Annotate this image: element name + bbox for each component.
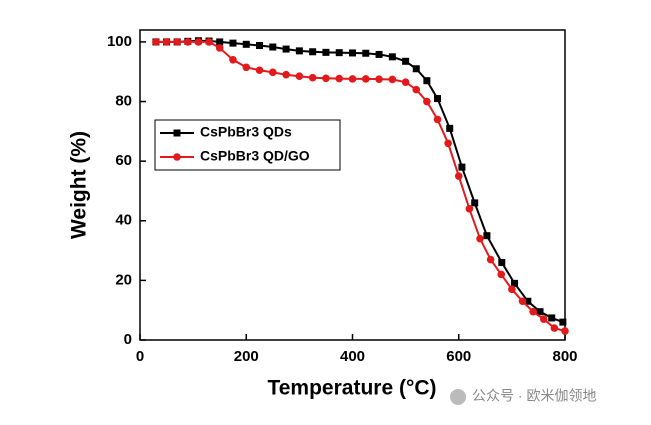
data-point bbox=[434, 95, 441, 103]
y-tick-label: 60 bbox=[115, 152, 132, 169]
data-point bbox=[229, 39, 237, 47]
data-point bbox=[362, 49, 370, 57]
data-point bbox=[559, 318, 567, 326]
data-point bbox=[152, 38, 160, 46]
legend-label: CsPbBr3 QDs bbox=[200, 124, 292, 140]
y-tick-label: 80 bbox=[115, 93, 132, 110]
data-point bbox=[194, 38, 203, 46]
y-tick-label: 40 bbox=[115, 212, 132, 229]
data-point bbox=[524, 297, 532, 305]
data-point bbox=[511, 279, 519, 287]
x-tick-label: 400 bbox=[340, 348, 365, 365]
series-line bbox=[155, 40, 566, 333]
data-point bbox=[361, 75, 370, 83]
data-point bbox=[412, 85, 421, 94]
data-point bbox=[483, 232, 491, 240]
data-point bbox=[322, 74, 330, 83]
data-point bbox=[518, 297, 527, 306]
data-point bbox=[423, 97, 431, 106]
data-point bbox=[309, 48, 317, 56]
data-point bbox=[348, 75, 357, 83]
data-point bbox=[282, 45, 290, 53]
legend-label: CsPbBr3 QD/GO bbox=[200, 148, 310, 164]
data-point bbox=[548, 314, 556, 322]
data-point bbox=[550, 324, 559, 332]
data-point bbox=[242, 63, 251, 72]
data-point bbox=[412, 65, 420, 73]
data-point bbox=[335, 74, 344, 83]
data-point bbox=[184, 38, 192, 46]
data-point bbox=[471, 199, 479, 207]
data-point bbox=[508, 285, 516, 294]
data-point bbox=[205, 38, 213, 46]
data-point bbox=[256, 42, 264, 49]
data-point bbox=[282, 70, 290, 79]
data-point bbox=[229, 56, 237, 64]
data-point bbox=[242, 40, 250, 48]
data-point bbox=[375, 75, 383, 83]
x-tick-label: 600 bbox=[446, 348, 471, 365]
y-tick-label: 0 bbox=[124, 331, 132, 348]
legend-box bbox=[154, 119, 341, 171]
data-point bbox=[375, 50, 383, 58]
data-point bbox=[433, 115, 442, 124]
y-tick-label: 100 bbox=[107, 33, 132, 50]
legend-marker bbox=[173, 153, 181, 161]
data-point bbox=[529, 307, 537, 316]
data-point bbox=[498, 259, 506, 266]
data-point bbox=[216, 38, 224, 46]
data-point bbox=[423, 77, 431, 85]
data-point bbox=[269, 68, 277, 77]
data-point bbox=[269, 43, 277, 51]
x-tick-label: 200 bbox=[234, 348, 259, 365]
data-point bbox=[401, 78, 410, 86]
data-point bbox=[476, 234, 484, 243]
watermark: 公众号 · 欧米伽领地 bbox=[472, 388, 596, 404]
data-point bbox=[295, 47, 303, 55]
data-point bbox=[295, 72, 304, 81]
legend-marker bbox=[173, 129, 181, 137]
data-point bbox=[402, 57, 410, 65]
data-point bbox=[486, 255, 495, 264]
data-point bbox=[173, 38, 181, 46]
x-tick-label: 0 bbox=[136, 348, 144, 365]
x-tick-label: 800 bbox=[552, 348, 577, 365]
series-line bbox=[155, 39, 564, 324]
data-point bbox=[458, 163, 466, 171]
data-point bbox=[308, 73, 317, 82]
data-point bbox=[561, 327, 569, 335]
data-point bbox=[536, 308, 544, 316]
data-point bbox=[388, 75, 397, 84]
x-axis-label: Temperature (°C) bbox=[267, 377, 436, 400]
data-point bbox=[446, 124, 454, 132]
y-tick-label: 20 bbox=[115, 271, 132, 288]
data-point bbox=[162, 38, 171, 46]
data-point bbox=[215, 44, 224, 52]
y-axis-label: Weight (%) bbox=[68, 131, 91, 239]
watermark-icon bbox=[450, 389, 466, 405]
data-point bbox=[444, 139, 452, 148]
data-point bbox=[454, 172, 463, 180]
data-point bbox=[322, 48, 330, 56]
data-point bbox=[335, 49, 343, 57]
data-point bbox=[539, 315, 548, 323]
data-point bbox=[388, 53, 396, 61]
data-point bbox=[497, 270, 506, 279]
data-point bbox=[255, 66, 264, 75]
data-point bbox=[349, 49, 356, 57]
data-point bbox=[465, 205, 474, 213]
